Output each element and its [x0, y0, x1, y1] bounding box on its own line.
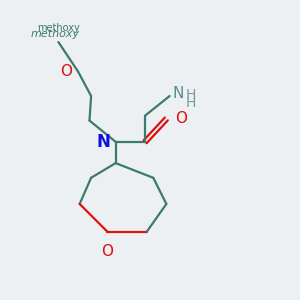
Text: O: O — [101, 244, 113, 259]
Text: methoxy: methoxy — [37, 23, 80, 33]
Text: N: N — [97, 133, 111, 151]
Text: O: O — [175, 111, 187, 126]
Text: H: H — [186, 96, 196, 110]
Text: H: H — [186, 88, 196, 101]
Text: O: O — [60, 64, 72, 79]
Text: methoxy: methoxy — [31, 29, 80, 39]
Text: N: N — [172, 85, 184, 100]
